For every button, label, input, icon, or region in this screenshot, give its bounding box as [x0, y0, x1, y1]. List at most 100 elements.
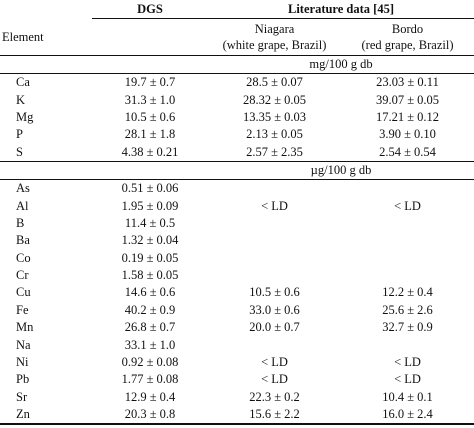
niagara-value-cell: 15.6 ± 2.2	[208, 406, 341, 426]
niagara-value-cell	[208, 336, 341, 353]
header-niagara-origin: (white grape, Brazil)	[222, 38, 327, 52]
element-cell: Zn	[0, 406, 92, 426]
niagara-value-cell	[208, 267, 341, 284]
niagara-value-cell: < LD	[261, 198, 288, 213]
element-cell: Ni	[16, 355, 29, 370]
bordo-value-cell	[341, 267, 474, 284]
niagara-value-cell: 13.35 ± 0.03	[242, 109, 307, 124]
dgs-value-cell: 33.1 ± 1.0	[124, 337, 176, 352]
dgs-value-cell: 14.6 ± 0.6	[124, 285, 176, 300]
niagara-value-cell	[208, 215, 341, 232]
header-empty-cell	[0, 0, 92, 19]
header-element: Element	[2, 29, 44, 44]
dgs-value-cell: 12.9 ± 0.4	[124, 389, 176, 404]
table-row: Fe 40.2 ± 0.9 33.0 ± 0.6 25.6 ± 2.6	[0, 302, 474, 319]
bordo-value-cell: 16.0 ± 2.4	[341, 406, 474, 426]
table-row: Ni 0.92 ± 0.08 < LD < LD	[0, 354, 474, 371]
dgs-value-cell: 20.3 ± 0.8	[92, 406, 208, 426]
bordo-value-cell: 32.7 ± 0.9	[382, 320, 433, 335]
header-bordo-name: Bordo	[391, 22, 424, 36]
element-cell: Al	[16, 198, 29, 213]
dgs-value-cell: 0.92 ± 0.08	[121, 355, 179, 370]
element-cell: P	[16, 127, 23, 142]
table-row: Ba 1.32 ± 0.04	[0, 232, 474, 249]
table-row: Ca 19.7 ± 0.7 28.5 ± 0.07 23.03 ± 0.11	[0, 74, 474, 92]
dgs-value-cell: 10.5 ± 0.6	[124, 109, 176, 124]
bordo-value-cell	[341, 250, 474, 267]
header-bordo: Bordo (red grape, Brazil)	[341, 19, 474, 56]
niagara-value-cell: < LD	[261, 372, 288, 387]
header-row-sources: Element Niagara (white grape, Brazil) Bo…	[0, 19, 474, 56]
niagara-value-cell	[208, 250, 341, 267]
unit-row-blank-cell	[0, 160, 92, 180]
dgs-value-cell: 11.4 ± 0.5	[124, 215, 176, 230]
table-row: Cr 1.58 ± 0.05	[0, 267, 474, 284]
dgs-value-cell: 1.95 ± 0.09	[121, 198, 179, 213]
niagara-value-cell: 33.0 ± 0.6	[249, 302, 300, 317]
dgs-value-cell: 31.3 ± 1.0	[124, 92, 176, 107]
element-cell: K	[16, 92, 26, 107]
table-row: Cu 14.6 ± 0.6 10.5 ± 0.6 12.2 ± 0.4	[0, 284, 474, 301]
bordo-value-cell: 17.21 ± 0.12	[375, 109, 440, 124]
header-row-top: DGS Literature data [45]	[0, 0, 474, 19]
dgs-value-cell: 40.2 ± 0.9	[124, 302, 176, 317]
bordo-value-cell: < LD	[394, 355, 421, 370]
table-row: As 0.51 ± 0.06	[0, 179, 474, 197]
header-bordo-origin: (red grape, Brazil)	[361, 38, 454, 52]
table-row: K 31.3 ± 1.0 28.32 ± 0.05 39.07 ± 0.05	[0, 91, 474, 108]
header-literature: Literature data [45]	[208, 0, 474, 19]
element-cell: S	[16, 144, 23, 159]
bordo-value-cell: 12.2 ± 0.4	[382, 285, 433, 300]
unit-row-blank-cell	[92, 160, 208, 180]
dgs-value-cell: 1.77 ± 0.08	[121, 372, 179, 387]
table-row: Mn 26.8 ± 0.7 20.0 ± 0.7 32.7 ± 0.9	[0, 319, 474, 336]
header-dgs: DGS	[92, 0, 208, 19]
dgs-value-cell: 1.58 ± 0.05	[121, 268, 179, 283]
unit-row-blank-cell	[92, 55, 208, 74]
table-row: Al 1.95 ± 0.09 < LD < LD	[0, 197, 474, 214]
bordo-value-cell: 2.54 ± 0.54	[379, 144, 436, 159]
bordo-value-cell	[341, 179, 474, 197]
table-row: Pb 1.77 ± 0.08 < LD < LD	[0, 371, 474, 388]
bordo-value-cell	[341, 215, 474, 232]
table-row: Co 0.19 ± 0.05	[0, 250, 474, 267]
niagara-value-cell: 2.57 ± 2.35	[246, 144, 303, 159]
element-cell: Pb	[16, 372, 30, 387]
niagara-value-cell: 20.0 ± 0.7	[249, 320, 300, 335]
unit-row: µg/100 g db	[0, 160, 474, 180]
niagara-value-cell	[208, 232, 341, 249]
header-niagara: Niagara (white grape, Brazil)	[208, 19, 341, 56]
element-cell: Sr	[16, 389, 28, 404]
element-cell: Co	[16, 250, 31, 265]
element-cell: Na	[16, 337, 31, 352]
table-row: Zn 20.3 ± 0.8 15.6 ± 2.2 16.0 ± 2.4	[0, 406, 474, 426]
dgs-value-cell: 19.7 ± 0.7	[124, 75, 176, 90]
element-cell: Ca	[16, 75, 30, 90]
niagara-value-cell: 2.13 ± 0.05	[246, 127, 303, 142]
table-row: Mg 10.5 ± 0.6 13.35 ± 0.03 17.21 ± 0.12	[0, 109, 474, 126]
dgs-value-cell: 0.51 ± 0.06	[121, 181, 179, 196]
unit-row-blank-cell	[0, 55, 92, 74]
table-row: Na 33.1 ± 1.0	[0, 336, 474, 353]
bordo-value-cell: 10.4 ± 0.1	[382, 389, 433, 404]
bordo-value-cell: < LD	[394, 198, 421, 213]
bordo-value-cell: 3.90 ± 0.10	[379, 127, 436, 142]
header-dgs-blank	[92, 19, 208, 56]
niagara-value-cell: 28.32 ± 0.05	[242, 92, 307, 107]
unit-row: mg/100 g db	[0, 55, 474, 74]
dgs-value-cell: 4.38 ± 0.21	[121, 144, 179, 159]
niagara-value-cell: 28.5 ± 0.07	[246, 75, 303, 90]
table-row: S 4.38 ± 0.21 2.57 ± 2.35 2.54 ± 0.54	[0, 144, 474, 162]
element-cell: Mn	[16, 320, 34, 335]
table-row: Sr 12.9 ± 0.4 22.3 ± 0.2 10.4 ± 0.1	[0, 389, 474, 406]
element-cell: As	[16, 181, 30, 196]
header-niagara-name: Niagara	[254, 22, 295, 36]
bordo-value-cell	[341, 336, 474, 353]
unit-label: mg/100 g db	[208, 55, 474, 74]
bordo-value-cell: 39.07 ± 0.05	[375, 92, 440, 107]
element-cell: B	[16, 215, 25, 230]
element-cell: Ba	[16, 233, 30, 248]
unit-label: µg/100 g db	[208, 160, 474, 180]
element-cell: Cr	[16, 268, 29, 283]
